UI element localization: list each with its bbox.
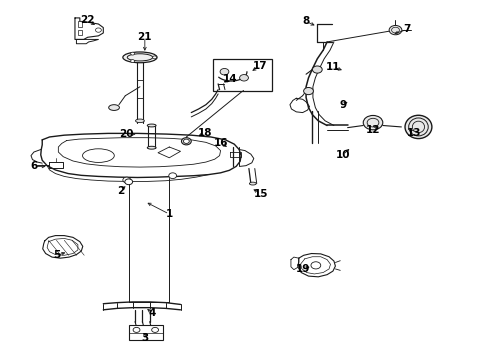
Text: 10: 10 bbox=[336, 150, 350, 160]
Circle shape bbox=[133, 327, 140, 332]
Text: 12: 12 bbox=[366, 125, 380, 135]
Text: 14: 14 bbox=[223, 74, 238, 84]
Circle shape bbox=[240, 75, 248, 81]
Bar bbox=[78, 22, 82, 27]
Circle shape bbox=[96, 28, 101, 32]
Circle shape bbox=[311, 262, 321, 269]
Circle shape bbox=[363, 116, 383, 130]
Circle shape bbox=[125, 179, 133, 185]
Text: 3: 3 bbox=[141, 333, 148, 343]
Ellipse shape bbox=[109, 105, 120, 111]
Text: 16: 16 bbox=[214, 139, 229, 148]
Circle shape bbox=[169, 173, 176, 179]
Circle shape bbox=[123, 177, 131, 183]
Circle shape bbox=[153, 56, 157, 59]
Circle shape bbox=[313, 66, 322, 73]
Text: 9: 9 bbox=[339, 100, 346, 110]
Circle shape bbox=[152, 327, 159, 332]
Ellipse shape bbox=[147, 124, 156, 127]
Ellipse shape bbox=[123, 52, 157, 63]
Ellipse shape bbox=[147, 146, 156, 149]
Text: 17: 17 bbox=[252, 61, 267, 71]
Text: 1: 1 bbox=[166, 209, 173, 219]
Circle shape bbox=[131, 60, 135, 63]
Bar bbox=[213, 59, 272, 91]
Text: 6: 6 bbox=[30, 161, 38, 171]
Text: 22: 22 bbox=[80, 15, 95, 26]
Text: 20: 20 bbox=[120, 129, 134, 139]
Circle shape bbox=[389, 26, 402, 35]
Circle shape bbox=[220, 68, 229, 75]
Circle shape bbox=[183, 139, 189, 143]
Ellipse shape bbox=[249, 182, 256, 185]
Bar bbox=[78, 30, 82, 36]
Text: 5: 5 bbox=[53, 250, 60, 260]
Text: 15: 15 bbox=[253, 189, 268, 199]
Text: 21: 21 bbox=[138, 32, 152, 42]
Text: 11: 11 bbox=[326, 62, 340, 72]
Bar bbox=[129, 325, 163, 340]
Circle shape bbox=[131, 52, 135, 55]
Circle shape bbox=[181, 138, 191, 145]
Text: 7: 7 bbox=[404, 24, 411, 35]
Text: 8: 8 bbox=[302, 17, 310, 27]
Text: 13: 13 bbox=[406, 128, 421, 138]
Circle shape bbox=[304, 87, 314, 95]
Ellipse shape bbox=[405, 115, 432, 139]
Ellipse shape bbox=[136, 119, 145, 123]
Text: 18: 18 bbox=[197, 128, 212, 138]
Text: 4: 4 bbox=[148, 308, 156, 318]
Text: 2: 2 bbox=[117, 186, 124, 196]
Text: 19: 19 bbox=[295, 264, 310, 274]
